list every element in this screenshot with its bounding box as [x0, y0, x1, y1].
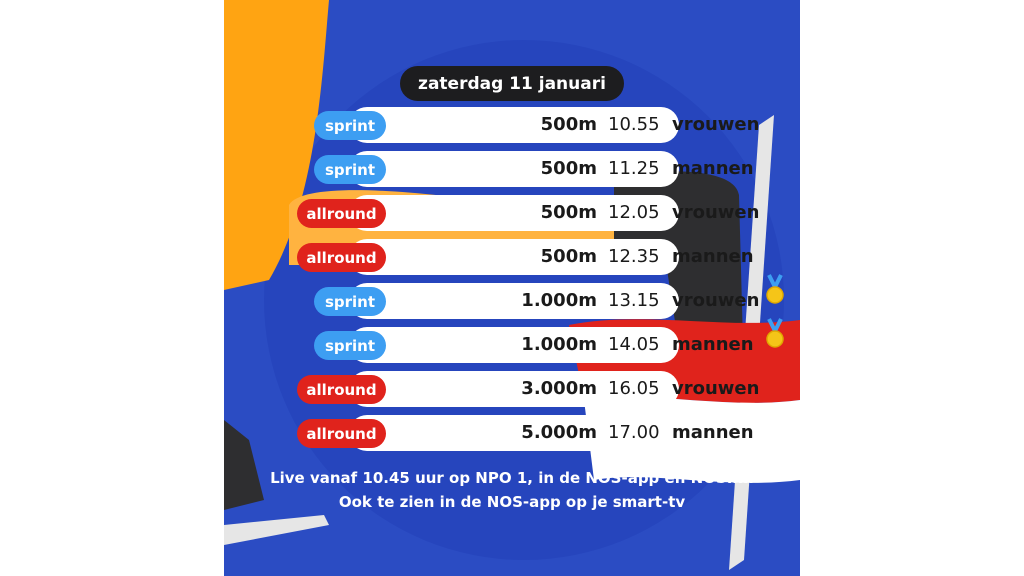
- race-time: 11.25: [608, 158, 660, 179]
- category-badge: sprint: [314, 111, 386, 140]
- category-badge: sprint: [314, 287, 386, 316]
- race-gender: mannen: [672, 158, 754, 179]
- race-row: 3.000m 16.05 vrouwen: [349, 371, 759, 407]
- race-row: 500m 12.05 vrouwen: [349, 195, 759, 231]
- race-distance: 500m: [540, 202, 597, 223]
- race-distance: 500m: [540, 114, 597, 135]
- race-row: 1.000m 13.15 vrouwen: [349, 274, 784, 319]
- race-row: 500m 10.55 vrouwen: [349, 107, 759, 143]
- race-gender: mannen: [672, 422, 754, 443]
- race-time: 13.15: [608, 290, 660, 311]
- race-gender: vrouwen: [672, 290, 760, 311]
- left-skate-boot-icon: [224, 420, 264, 510]
- race-time: 16.05: [608, 378, 660, 399]
- race-gender: vrouwen: [672, 378, 760, 399]
- broadcast-info-line-1: Live vanaf 10.45 uur op NPO 1, in de NOS…: [270, 469, 754, 487]
- race-distance: 3.000m: [521, 378, 597, 399]
- race-gender: mannen: [672, 334, 754, 355]
- category-badge: allround: [297, 199, 386, 228]
- race-row: 500m 11.25 mannen: [349, 151, 754, 187]
- schedule-poster: zaterdag 11 januari 500m 10.55 vrouwen spri…: [224, 0, 800, 576]
- race-time: 10.55: [608, 114, 660, 135]
- race-distance: 1.000m: [521, 334, 597, 355]
- race-row: 500m 12.35 mannen: [349, 239, 754, 275]
- medal-icon: [766, 274, 784, 304]
- category-badge: sprint: [314, 155, 386, 184]
- race-distance: 5.000m: [521, 422, 597, 443]
- orange-shape: [224, 0, 329, 290]
- medal-icon: [766, 318, 784, 348]
- category-badge: allround: [297, 419, 386, 448]
- race-time: 17.00: [608, 422, 660, 443]
- date-label: zaterdag 11 januari: [400, 66, 624, 101]
- race-gender: vrouwen: [672, 114, 760, 135]
- race-row: 5.000m 17.00 mannen: [349, 415, 754, 451]
- race-gender: vrouwen: [672, 202, 760, 223]
- category-badge: allround: [297, 375, 386, 404]
- race-gender: mannen: [672, 246, 754, 267]
- race-distance: 1.000m: [521, 290, 597, 311]
- category-badge: allround: [297, 243, 386, 272]
- race-distance: 500m: [540, 246, 597, 267]
- race-distance: 500m: [540, 158, 597, 179]
- category-badge: sprint: [314, 331, 386, 360]
- race-time: 14.05: [608, 334, 660, 355]
- race-time: 12.35: [608, 246, 660, 267]
- left-skate-blade-icon: [224, 515, 329, 545]
- broadcast-info-line-2: Ook te zien in de NOS-app op je smart-tv: [338, 493, 686, 511]
- race-row: 1.000m 14.05 mannen: [349, 318, 784, 363]
- race-time: 12.05: [608, 202, 660, 223]
